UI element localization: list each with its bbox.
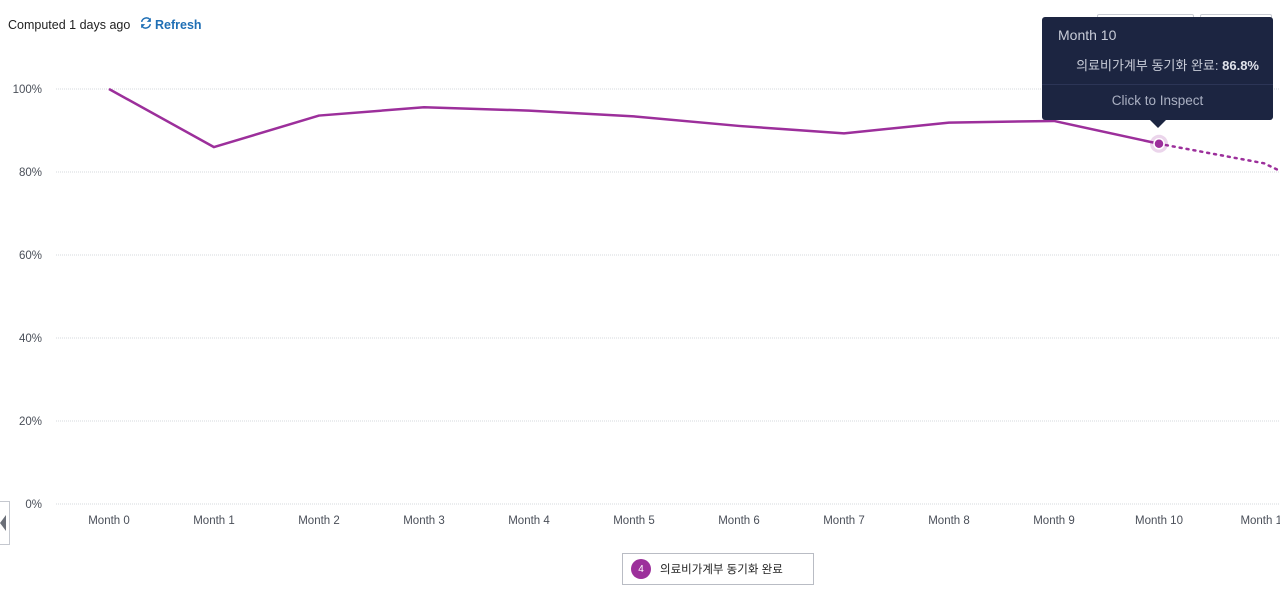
tooltip-value: 86.8% [1222, 58, 1259, 73]
y-tick-label: 0% [25, 499, 42, 511]
x-tick-label: Month 8 [928, 515, 970, 527]
computed-timestamp: Computed 1 days ago [8, 18, 131, 32]
refresh-label: Refresh [155, 17, 202, 32]
x-tick-label: Month 9 [1033, 515, 1075, 527]
x-tick-label: Month 6 [718, 515, 760, 527]
tooltip-title: Month 10 [1058, 27, 1117, 43]
y-tick-label: 20% [19, 416, 42, 428]
chart-grid [56, 88, 1280, 505]
inspect-link[interactable]: Click to Inspect [1111, 93, 1204, 108]
scroll-left-handle[interactable] [0, 501, 10, 545]
y-tick-label: 80% [19, 167, 42, 179]
x-tick-label: Month 1 [193, 515, 235, 527]
tooltip-series-label: 의료비가계부 동기화 완료: [1076, 58, 1219, 73]
series-line-incomplete [1157, 142, 1280, 173]
x-tick-label: Month 2 [298, 515, 340, 527]
refresh-icon [140, 17, 152, 32]
x-tick-label: Month 7 [823, 515, 865, 527]
series-line-complete [108, 87, 1160, 149]
series-points [1150, 134, 1168, 153]
y-tick-label: 60% [19, 250, 42, 262]
y-tick-label: 100% [13, 84, 42, 96]
x-tick-label: Month 3 [403, 515, 445, 527]
series-lines [108, 87, 1280, 173]
x-axis-ticks: Month 0 Month 1 Month 2 Month 3 Month 4 Month… [88, 515, 1280, 527]
legend-badge: 4 [631, 559, 651, 579]
y-axis-ticks: 0% 20% 40% 60% 80% 100% [13, 84, 42, 511]
refresh-button[interactable]: Refresh [140, 17, 202, 32]
x-tick-label: Month 4 [508, 515, 550, 527]
x-tick-label: Month 11 [1240, 515, 1280, 527]
x-tick-label: Month 10 [1135, 515, 1183, 527]
legend-label: 의료비가계부 동기화 완료 [660, 564, 783, 576]
x-tick-label: Month 0 [88, 515, 130, 527]
x-tick-label: Month 5 [613, 515, 655, 527]
highlight-point [1153, 138, 1165, 150]
tooltip-divider [1042, 84, 1273, 85]
chart-tooltip: Month 10 의료비가계부 동기화 완료: 86.8% Click to I… [1042, 17, 1273, 128]
chart-legend[interactable]: 4 의료비가계부 동기화 완료 [622, 553, 814, 585]
tooltip-value-row: 의료비가계부 동기화 완료: 86.8% [1076, 55, 1259, 74]
y-tick-label: 40% [19, 333, 42, 345]
